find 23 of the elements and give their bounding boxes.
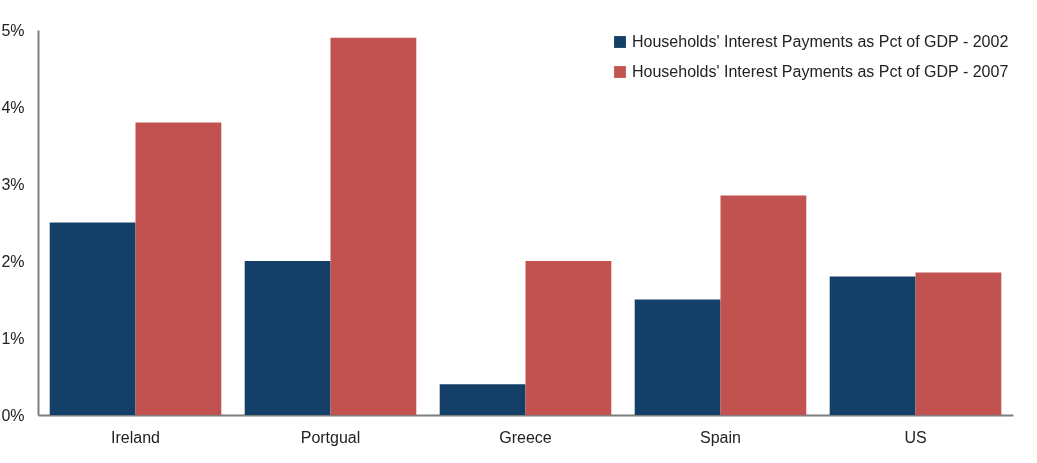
bar — [525, 261, 612, 415]
x-tick-label: Ireland — [111, 428, 160, 446]
bar — [244, 261, 331, 415]
legend-label: Households' Interest Payments as Pct of GDP - 2002 — [632, 33, 1009, 50]
bar — [49, 222, 136, 415]
bar — [330, 37, 417, 415]
y-tick-label: 4% — [1, 98, 25, 116]
y-tick-label: 1% — [1, 329, 25, 347]
x-tick-label: Portgual — [300, 428, 361, 446]
y-tick-label: 0% — [1, 406, 25, 424]
y-tick-label: 5% — [1, 21, 25, 39]
x-tick-label: Spain — [700, 428, 741, 446]
bar — [135, 122, 222, 415]
bar — [829, 276, 916, 415]
bar — [720, 195, 807, 415]
y-tick-label: 2% — [1, 252, 25, 270]
bar — [439, 384, 526, 415]
bar — [915, 272, 1002, 415]
bar — [634, 299, 721, 415]
y-tick-label: 3% — [1, 175, 25, 193]
x-tick-label: US — [904, 428, 927, 446]
x-tick-label: Greece — [499, 428, 552, 446]
legend-label: Households' Interest Payments as Pct of GDP - 2007 — [632, 63, 1009, 80]
